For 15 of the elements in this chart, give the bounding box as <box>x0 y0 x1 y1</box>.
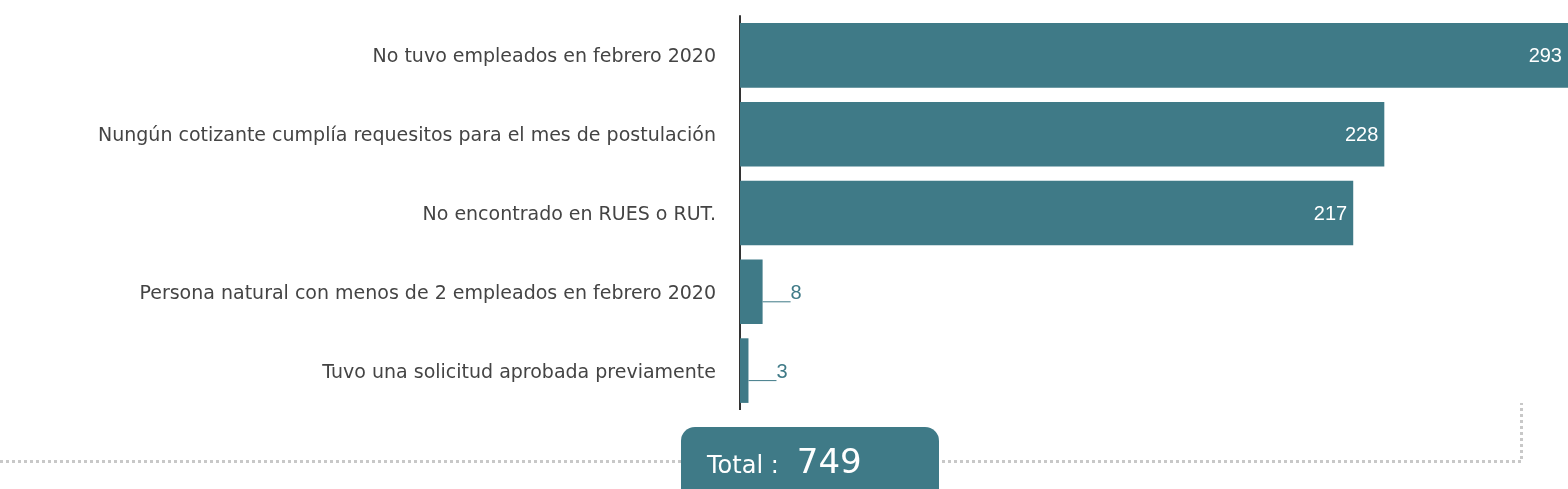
bar <box>740 23 1568 88</box>
y-tick-label: Nungún cotizante cumplía requesitos para el mes de postulación <box>97 123 716 146</box>
data-label: 217 <box>1313 202 1348 224</box>
bar <box>740 180 1354 246</box>
y-tick-label: Tuvo una solicitud aprobada previamente <box>321 359 716 382</box>
text: Total : <box>707 451 779 479</box>
data-label: 8 <box>790 280 802 303</box>
data-label: 3 <box>776 359 788 382</box>
text: 749 <box>796 441 862 481</box>
y-tick-label: No encontrado en RUES o RUT. <box>422 202 716 224</box>
bar <box>740 101 1385 167</box>
data-label: 228 <box>1344 123 1379 146</box>
y-tick-label: No tuvo empleados en febrero 2020 <box>372 44 716 67</box>
data-label: 293 <box>1528 44 1562 67</box>
y-tick-label: Persona natural con menos de 2 empleados en febrero 2020 <box>139 280 716 303</box>
